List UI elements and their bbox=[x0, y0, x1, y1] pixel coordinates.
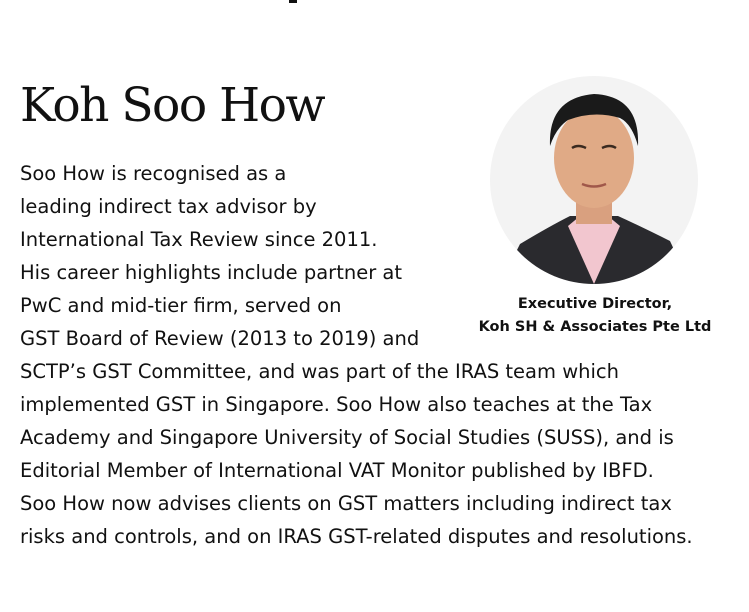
bio-line: implemented GST in Singapore. Soo How al… bbox=[20, 393, 653, 416]
bio-line: SCTP’s GST Committee, and was part of th… bbox=[20, 360, 619, 383]
bio-line: risks and controls, and on IRAS GST-rela… bbox=[20, 525, 693, 548]
bio-line: PwC and mid-tier firm, served on bbox=[20, 294, 342, 317]
bio-line: Soo How is recognised as a bbox=[20, 162, 287, 185]
bio-line: His career highlights include partner at bbox=[20, 261, 403, 284]
bio-line: Editorial Member of International VAT Mo… bbox=[20, 459, 654, 482]
bio-line: International Tax Review since 2011. bbox=[20, 228, 378, 251]
top-mark bbox=[289, 0, 297, 3]
bio-line: Soo How now advises clients on GST matte… bbox=[20, 492, 672, 515]
photo-caption: Executive Director, Koh SH & Associates … bbox=[470, 293, 720, 339]
bio-line: GST Board of Review (2013 to 2019) and bbox=[20, 327, 420, 350]
bio-line: Academy and Singapore University of Soci… bbox=[20, 426, 674, 449]
bio-text: Soo How is recognised as a leading indir… bbox=[20, 157, 693, 553]
caption-company: Koh SH & Associates Pte Ltd bbox=[478, 319, 712, 335]
profile-photo bbox=[490, 76, 698, 284]
caption-title: Executive Director, bbox=[517, 296, 673, 312]
bio-line: leading indirect tax advisor by bbox=[20, 195, 317, 218]
page-title: Koh Soo How bbox=[20, 78, 326, 133]
